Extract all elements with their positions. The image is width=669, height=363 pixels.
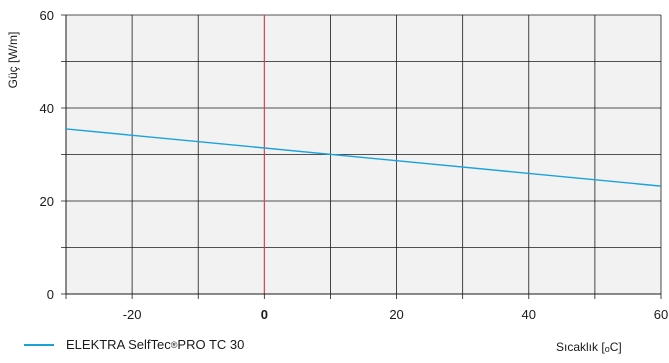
y-tick-label: 0 xyxy=(47,287,54,302)
x-axis-title: Sıcaklık [oC] xyxy=(556,340,622,354)
axes xyxy=(65,15,661,295)
chart: 0 20 40 60 -20 0 20 40 60 Güç [W/m] xyxy=(6,8,669,322)
legend-label-mark: ® xyxy=(170,340,178,350)
legend-label-prefix: ELEKTRA SelfTec xyxy=(66,337,171,352)
y-tick-labels: 0 20 40 60 xyxy=(40,8,54,302)
x-tick-labels: -20 0 20 40 60 xyxy=(123,307,669,322)
legend-label-suffix: PRO TC 30 xyxy=(177,337,245,352)
x-tick-label: 60 xyxy=(654,307,668,322)
legend: ELEKTRA SelfTec®PRO TC 30 xyxy=(24,337,244,352)
x-tick-label: 20 xyxy=(389,307,403,322)
x-axis-title-sub: o xyxy=(604,344,610,354)
x-tick-label: 0 xyxy=(261,307,268,322)
legend-swatch xyxy=(24,343,54,346)
y-tick-label: 60 xyxy=(40,8,54,23)
y-tick-label: 20 xyxy=(40,194,54,209)
legend-label: ELEKTRA SelfTec®PRO TC 30 xyxy=(66,337,244,352)
x-tick-label: -20 xyxy=(123,307,142,322)
y-tick-label: 40 xyxy=(40,101,54,116)
x-tick-label: 40 xyxy=(522,307,536,322)
x-axis-title-prefix: Sıcaklık [ xyxy=(556,340,605,354)
x-axis-title-suffix: C] xyxy=(609,340,622,354)
series-group xyxy=(65,128,662,187)
series-line xyxy=(65,128,662,187)
y-axis-title: Güç [W/m] xyxy=(6,32,20,89)
